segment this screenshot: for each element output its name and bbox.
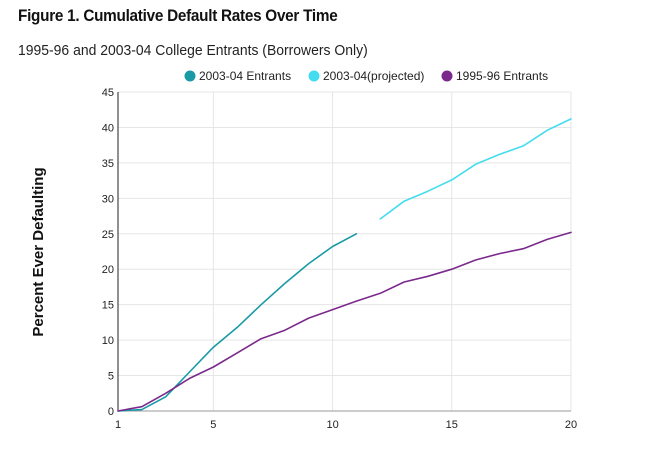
legend-item-3: 1995-96 Entrants: [441, 69, 548, 83]
legend-label-2: 2003-04(projected): [323, 69, 424, 83]
legend-marker-2: [308, 70, 320, 82]
chart-title: Figure 1. Cumulative Default Rates Over …: [18, 6, 338, 25]
x-tick-label-5: 5: [210, 419, 216, 431]
legend-label-3: 1995-96 Entrants: [456, 69, 548, 83]
y-tick-label-25: 25: [102, 229, 114, 241]
legend-marker-1: [184, 70, 196, 82]
legend-item-2: 2003-04(projected): [308, 69, 424, 83]
series-line-2: [379, 118, 572, 220]
legend-label-1: 2003-04 Entrants: [199, 69, 291, 83]
series-line-3: [117, 231, 572, 412]
y-tick-label-5: 5: [108, 371, 114, 383]
x-tick-label-1: 1: [115, 419, 121, 431]
x-tick-label-20: 20: [565, 419, 577, 431]
x-tick-label-15: 15: [446, 419, 458, 431]
gridlines: [118, 91, 572, 411]
x-tick-label-10: 10: [326, 419, 338, 431]
legend-item-1: 2003-04 Entrants: [184, 69, 291, 83]
legend: 2003-04 Entrants 2003-04(projected) 1995-9…: [184, 69, 548, 83]
series-line-1: [117, 233, 358, 412]
series-lines: [117, 118, 572, 412]
chart-subtitle: 1995-96 and 2003-04 College Entrants (Bo…: [18, 42, 368, 59]
y-axis-label: Percent Ever Defaulting: [30, 167, 47, 336]
legend-marker-3: [441, 70, 453, 82]
y-tick-label-35: 35: [102, 158, 114, 170]
y-tick-label-0: 0: [108, 406, 114, 418]
y-tick-label-20: 20: [102, 264, 114, 276]
y-tick-label-45: 45: [102, 87, 114, 99]
y-tick-label-15: 15: [102, 300, 114, 312]
y-tick-label-40: 40: [102, 122, 114, 134]
y-tick-label-10: 10: [102, 335, 114, 347]
y-tick-label-30: 30: [102, 193, 114, 205]
